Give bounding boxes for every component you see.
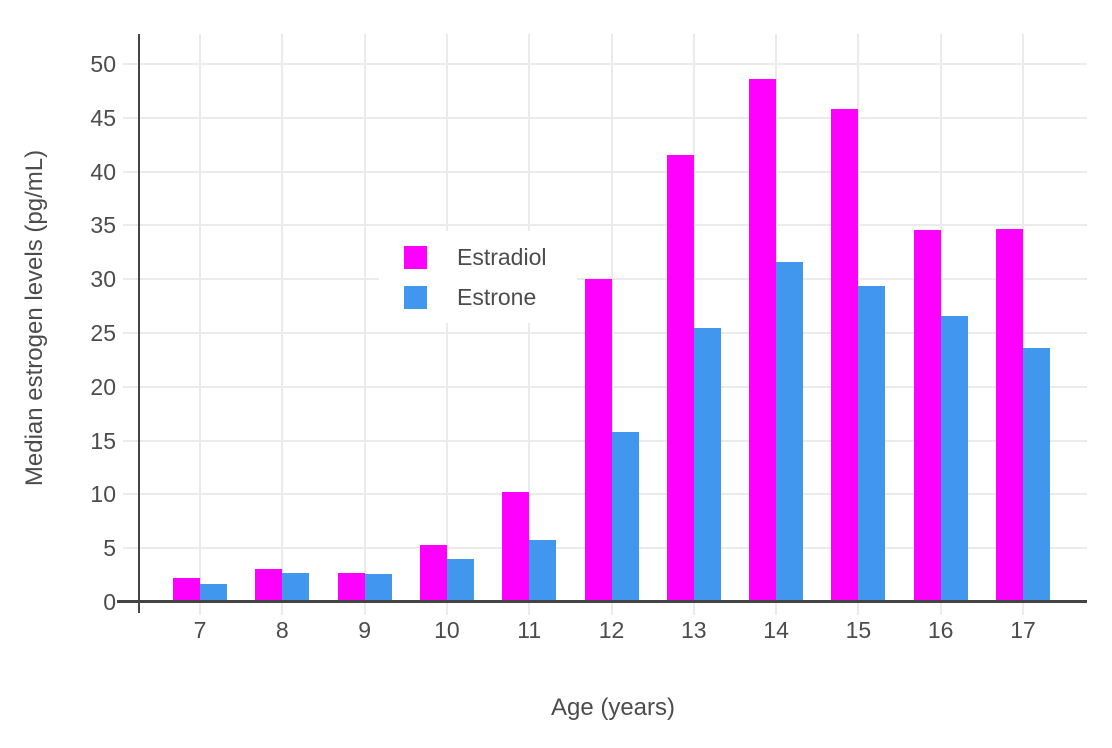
y-gridline-35 xyxy=(123,224,1087,227)
bar-estradiol-age-12[interactable] xyxy=(584,279,612,602)
y-tick-label-20: 20 xyxy=(90,373,116,400)
x-gridline-13 xyxy=(692,34,695,602)
x-gridline-9 xyxy=(363,34,366,602)
x-axis-line xyxy=(117,600,1087,603)
bar-estrone-age-11[interactable] xyxy=(529,539,557,602)
x-tickmark-15 xyxy=(857,603,860,615)
x-tick-label-13: 13 xyxy=(681,617,707,643)
legend-item-estrone[interactable]: Estrone xyxy=(404,277,577,317)
x-gridline-7 xyxy=(199,34,201,602)
x-gridline-8 xyxy=(281,34,284,602)
bar-estradiol-age-13[interactable] xyxy=(666,154,694,602)
legend-swatch-estrone xyxy=(404,285,427,309)
bar-estrone-age-13[interactable] xyxy=(693,327,721,602)
bar-estradiol-age-8[interactable] xyxy=(255,568,283,602)
legend-item-estradiol[interactable]: Estradiol xyxy=(404,237,577,277)
legend: Estradiol Estrone xyxy=(379,231,577,323)
bar-estrone-age-17[interactable] xyxy=(1023,348,1050,602)
bar-estradiol-age-11[interactable] xyxy=(502,492,530,602)
y-tick-label-40: 40 xyxy=(90,158,116,185)
x-tick-label-17: 17 xyxy=(1010,617,1036,643)
bar-estradiol-age-16[interactable] xyxy=(913,229,941,602)
bar-estrone-age-9[interactable] xyxy=(364,574,392,602)
x-tickmark-12 xyxy=(610,603,613,615)
x-tickmark-10 xyxy=(445,603,448,615)
y-gridline-30 xyxy=(123,278,1087,281)
bar-estradiol-age-7[interactable] xyxy=(173,578,200,602)
x-gridline-12 xyxy=(610,34,613,602)
x-tickmark-9 xyxy=(363,603,366,615)
y-tick-label-50: 50 xyxy=(90,51,116,78)
x-tick-label-14: 14 xyxy=(763,617,789,643)
bar-estrone-age-7[interactable] xyxy=(200,583,227,602)
y-gridline-40 xyxy=(123,170,1087,173)
x-tickmark-14 xyxy=(775,603,778,615)
bar-estrone-age-16[interactable] xyxy=(940,315,968,602)
plot-area[interactable]: Estradiol Estrone xyxy=(117,34,1087,615)
bar-estradiol-age-9[interactable] xyxy=(337,573,365,602)
x-tick-label-11: 11 xyxy=(517,617,542,643)
x-tick-label-12: 12 xyxy=(598,617,625,643)
bar-estrone-age-12[interactable] xyxy=(611,432,639,602)
x-tick-label-10: 10 xyxy=(434,617,460,643)
x-tick-label-15: 15 xyxy=(845,617,872,643)
bar-estradiol-age-15[interactable] xyxy=(831,109,859,602)
bar-estrone-age-14[interactable] xyxy=(776,262,804,602)
bar-estradiol-age-14[interactable] xyxy=(749,79,777,602)
x-tickmark-13 xyxy=(692,603,695,615)
bar-estradiol-age-10[interactable] xyxy=(419,545,447,602)
y-gridline-50 xyxy=(123,63,1087,66)
x-tick-label-8: 8 xyxy=(275,617,289,643)
x-axis-title: Age (years) xyxy=(550,694,676,721)
bar-estrone-age-10[interactable] xyxy=(446,559,474,602)
y-gridline-45 xyxy=(123,116,1087,119)
legend-label-estrone: Estrone xyxy=(457,283,537,310)
x-tickmark-7 xyxy=(199,603,201,615)
y-tick-label-25: 25 xyxy=(90,320,116,347)
y-tick-label-0: 0 xyxy=(103,589,116,615)
x-tickmark-17 xyxy=(1022,603,1024,615)
x-tickmark-16 xyxy=(939,603,942,615)
legend-swatch-estradiol xyxy=(404,245,427,269)
x-tickmark-11 xyxy=(528,603,531,615)
bar-estradiol-age-17[interactable] xyxy=(996,228,1023,602)
y-tick-label-35: 35 xyxy=(90,212,116,239)
y-tick-label-10: 10 xyxy=(90,481,116,508)
bar-estrone-age-8[interactable] xyxy=(282,573,310,602)
y-tick-label-45: 45 xyxy=(90,104,116,131)
x-tick-label-16: 16 xyxy=(927,617,954,643)
y-tick-label-15: 15 xyxy=(90,427,116,454)
bar-estrone-age-15[interactable] xyxy=(858,285,886,602)
legend-label-estradiol: Estradiol xyxy=(457,243,547,270)
x-tickmark-8 xyxy=(281,603,284,615)
y-tick-label-5: 5 xyxy=(103,535,116,562)
y-axis-line xyxy=(138,34,140,613)
y-tick-label-30: 30 xyxy=(90,266,116,293)
x-tick-label-9: 9 xyxy=(358,617,371,643)
x-gridline-17 xyxy=(1022,34,1024,602)
x-tick-label-7: 7 xyxy=(193,617,207,643)
